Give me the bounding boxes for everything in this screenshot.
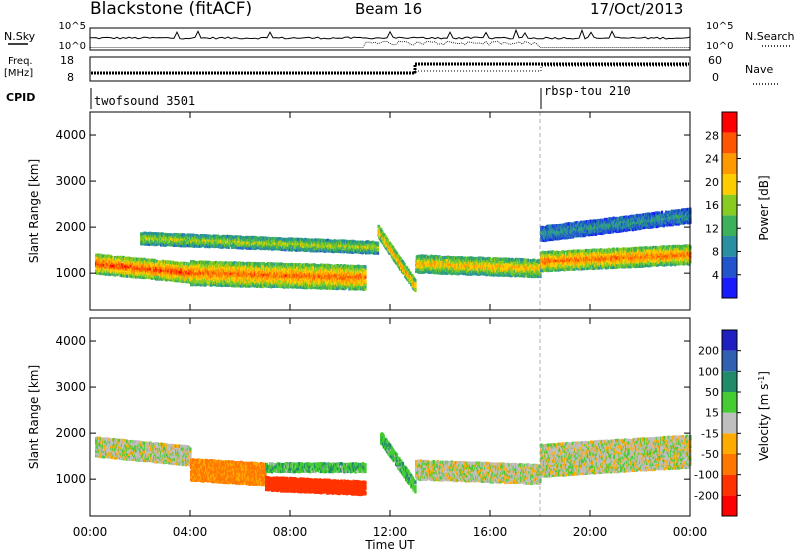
nave-tick-bottom: 0: [712, 71, 719, 84]
heatmap-cell: [414, 279, 416, 282]
nsearch-label: N.Search: [745, 30, 795, 43]
heatmap-cell: [126, 275, 128, 278]
nsearch-tick-bottom: 10^0: [706, 41, 733, 52]
freq-traces: [91, 64, 689, 74]
cpid-segment-0: twofsound 3501: [94, 94, 195, 108]
freq-tick-top: 18: [60, 54, 74, 67]
freq-panel-frame: [90, 57, 690, 81]
nsky-tick-top: 10^5: [59, 21, 86, 32]
heatmap-band-4: [415, 254, 542, 278]
freq-tick-bottom: 8: [67, 71, 74, 84]
heatmap-band-0: [95, 254, 192, 284]
heatmap-cell: [364, 265, 366, 268]
heatmap-band-3: [378, 225, 417, 292]
heatmap-cell: [364, 276, 366, 279]
nsky-trace: [90, 30, 690, 40]
nsearch-trace: [90, 41, 690, 47]
power-heatmap: [95, 112, 692, 310]
nsky-tick-bottom: 10^0: [59, 41, 86, 52]
heatmap-cell: [377, 242, 379, 245]
beam-title: Beam 16: [355, 0, 422, 18]
cpid-label: CPID: [6, 91, 35, 104]
freq-label-1: Freq.: [8, 56, 33, 67]
freq-label-2: [MHz]: [4, 68, 33, 79]
heatmap-band-1: [190, 260, 367, 291]
nave-tick-top: 60: [708, 54, 722, 67]
station-title: Blackstone (fitACF): [90, 0, 252, 19]
heatmap-band-2: [140, 232, 379, 255]
date-title: 17/Oct/2013: [590, 0, 683, 18]
heatmap-cell: [377, 252, 379, 255]
nsky-traces: [90, 30, 690, 47]
nave-label: Nave: [745, 63, 773, 76]
nsky-label: N.Sky: [4, 30, 36, 43]
nsearch-tick-top: 10^5: [706, 21, 733, 32]
cpid-segment-1: rbsp-tou 210: [544, 84, 631, 98]
freq-trace: [91, 64, 689, 73]
heatmap-cell: [364, 280, 366, 283]
